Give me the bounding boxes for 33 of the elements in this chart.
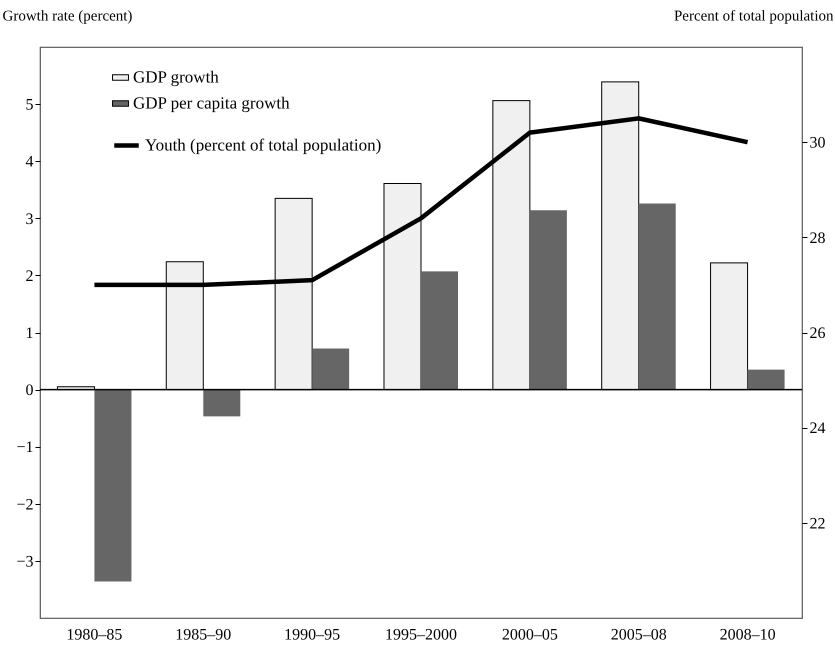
x-tick-label: 1995–2000: [385, 626, 457, 644]
bar: [421, 271, 458, 390]
legend-label: GDP growth: [133, 68, 220, 86]
x-tick-label: 1990–95: [284, 626, 340, 644]
x-tick-label: 1980–85: [66, 626, 122, 644]
y2-tick-label: 28: [810, 230, 826, 247]
bar: [638, 203, 676, 390]
x-tick-label: 2008–10: [720, 626, 776, 644]
x-tick-label: 2000–05: [502, 626, 558, 644]
y2-tick-label: 22: [810, 515, 826, 532]
y-tick-label: −1: [16, 439, 34, 456]
y-tick-label: 0: [26, 382, 34, 400]
y2-tick-label: 30: [810, 134, 826, 152]
y-tick-label: 4: [26, 154, 34, 171]
y-tick-label: 1: [26, 325, 34, 342]
legend-label: GDP per capita growth: [133, 94, 290, 112]
y-axis-title: Growth rate (percent): [2, 8, 132, 24]
legend-label: Youth (percent of total population): [145, 136, 382, 154]
bar: [203, 390, 240, 416]
y2-tick-label: 26: [810, 325, 826, 342]
y2-tick-label: 24: [810, 420, 826, 438]
bar: [94, 390, 132, 582]
x-tick-label: 1985–90: [175, 626, 232, 644]
y-tick-label: 3: [26, 210, 34, 228]
y-tick-label: 5: [26, 96, 34, 114]
y-tick-label: −3: [16, 553, 34, 570]
bar: [530, 210, 567, 390]
y2-axis-title: Percent of total population: [674, 8, 834, 24]
bar: [312, 348, 350, 390]
bar: [748, 370, 785, 390]
y-tick-label: −2: [16, 496, 34, 514]
y-tick-label: 2: [26, 268, 34, 285]
x-tick-label: 2005–08: [610, 626, 667, 644]
